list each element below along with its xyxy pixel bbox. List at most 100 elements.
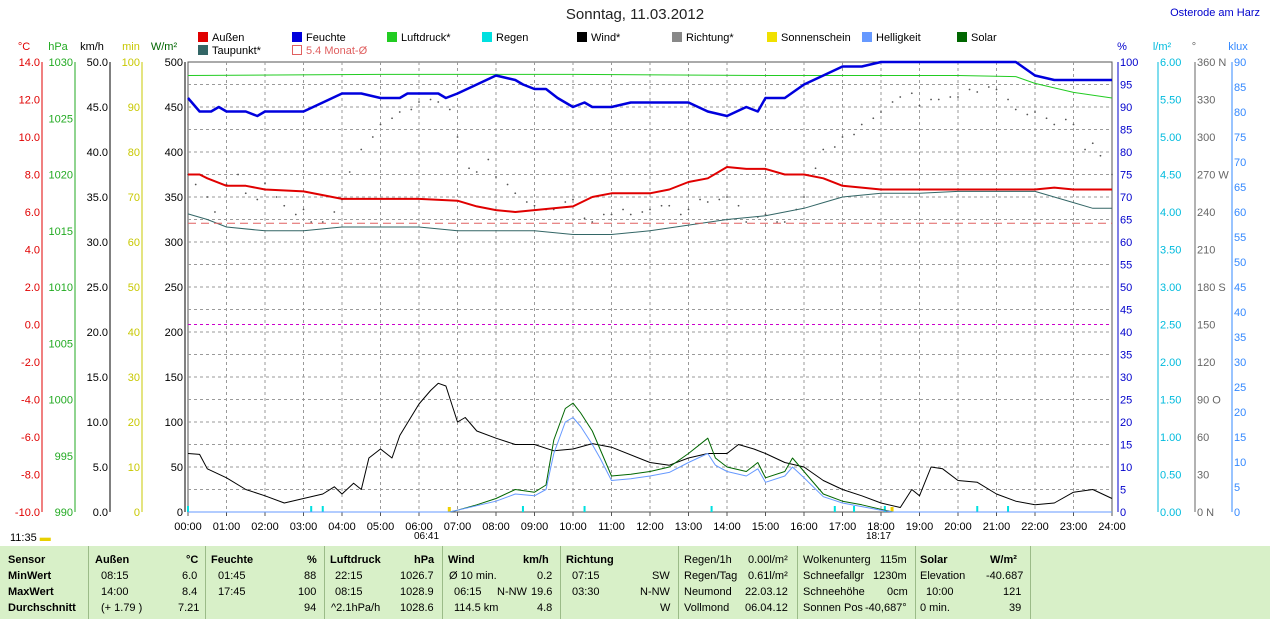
axis-tick-label: 20 — [128, 417, 140, 429]
axis-tick-label: 10 — [1234, 457, 1246, 469]
axis-tick-label: 1010 — [49, 282, 73, 294]
axis-tick-label: 2.50 — [1160, 320, 1181, 332]
footer-row-label: MinWert — [8, 570, 52, 582]
sun-icon: ▬ — [39, 532, 51, 544]
axis-tick-label: 450 — [165, 102, 183, 114]
direction-point — [726, 196, 728, 198]
axis-unit-label: ° — [1192, 41, 1196, 53]
axis-tick-label: 4.00 — [1160, 207, 1181, 219]
axis-tick-label: 10.0 — [19, 132, 40, 144]
axis-tick-label: 200 — [165, 327, 183, 339]
rain-mark — [583, 506, 586, 512]
legend-feuchte: Feuchte — [292, 32, 346, 44]
axis-tick-label: 240 — [1197, 207, 1215, 219]
axis-tick-label: 70 — [1234, 157, 1246, 169]
legend-swatch — [957, 32, 967, 42]
axis-tick-label: 0.0 — [93, 507, 108, 519]
footer-value: 0.00l/m² — [748, 554, 788, 566]
direction-point — [783, 221, 786, 223]
direction-point — [649, 208, 651, 211]
axis-tick-label: 70 — [1120, 192, 1132, 204]
x-tick-label: 23:00 — [1060, 521, 1088, 533]
axis-tick-label: 6.0 — [25, 207, 40, 219]
legend-label: Helligkeit — [876, 32, 921, 44]
footer-value: 115m — [880, 554, 907, 566]
direction-point — [310, 221, 313, 223]
footer-label: Regen/1h — [684, 554, 732, 566]
axis-tick-label: 90 — [1234, 57, 1246, 69]
direction-point — [448, 108, 451, 111]
axis-tick-label: 2.00 — [1160, 357, 1181, 369]
direction-point — [360, 148, 363, 151]
axis-unit-label: W/m² — [151, 41, 178, 53]
axis-tick-label: 55 — [1120, 260, 1132, 272]
direction-point — [814, 167, 817, 170]
direction-point — [379, 123, 382, 126]
axis-tick-label: 30 — [1234, 357, 1246, 369]
footer-time: 07:15 — [572, 570, 600, 582]
axis-tick-label: 360 N — [1197, 57, 1226, 69]
rain-mark — [321, 506, 324, 512]
direction-point — [1034, 111, 1036, 113]
direction-point — [321, 221, 324, 223]
axis-tick-label: 80 — [1234, 107, 1246, 119]
axis-tick-label: 90 — [1120, 102, 1132, 114]
footer-label: Schneefallgr — [803, 570, 865, 582]
direction-point — [660, 204, 663, 207]
direction-point — [699, 198, 701, 201]
axis-tick-label: 12.0 — [19, 95, 40, 107]
rain-mark — [853, 506, 856, 512]
footer-label: Wolkenunterg — [803, 554, 871, 566]
axis-tick-label: 0 — [177, 507, 183, 519]
axis-tick-label: 50 — [128, 282, 140, 294]
footer-value: -40,687° — [865, 602, 907, 614]
axis-tick-label: 30.0 — [87, 237, 108, 249]
direction-point — [976, 91, 979, 93]
axis-tick-label: 990 — [55, 507, 73, 519]
axis-tick-label: 60 — [1234, 207, 1246, 219]
legend-taupunkt: Taupunkt* — [198, 45, 261, 57]
direction-point — [1091, 142, 1094, 145]
sunrise-label: 06:41 — [414, 531, 440, 542]
direction-point — [371, 136, 374, 138]
direction-point — [1045, 117, 1048, 120]
legend-swatch — [292, 32, 302, 42]
x-tick-label: 24:00 — [1098, 521, 1126, 533]
direction-point — [968, 88, 971, 91]
rain-mark — [833, 506, 836, 512]
footer-head-solar: Solar — [920, 554, 948, 566]
footer-value: 7.21 — [178, 602, 200, 614]
axis-tick-label: 80 — [128, 147, 140, 159]
direction-point — [602, 213, 605, 216]
direction-point — [333, 211, 336, 213]
footer-divider — [560, 546, 561, 619]
axis-tick-label: 20 — [1234, 407, 1246, 419]
direction-point — [918, 104, 921, 107]
footer-head-aussen: Außen — [95, 554, 130, 566]
direction-point — [822, 148, 825, 151]
axis-tick-label: 65 — [1234, 182, 1246, 194]
x-tick-label: 01:00 — [213, 521, 241, 533]
footer-value: 8.4 — [182, 586, 198, 598]
footer-value: 19.6 — [531, 586, 553, 598]
rain-mark — [310, 506, 313, 512]
axis-tick-label: 1.50 — [1160, 395, 1181, 407]
axis-tick-label: 270 W — [1197, 170, 1229, 182]
footer-value: -40.687 — [986, 570, 1024, 582]
axis-tick-label: 25 — [1234, 382, 1246, 394]
footer-head-feuchte: Feuchte — [211, 554, 254, 566]
footer-divider — [324, 546, 325, 619]
direction-point — [1007, 98, 1009, 101]
axis-unit-label: klux — [1228, 41, 1248, 53]
axis-tick-label: 30 — [128, 372, 140, 384]
direction-point — [833, 146, 836, 148]
footer-divider — [442, 546, 443, 619]
legend-richtung: Richtung* — [672, 32, 734, 44]
axis-tick-label: 60 — [1120, 237, 1132, 249]
direction-point — [891, 101, 894, 103]
direction-point — [1111, 173, 1113, 176]
legend-swatch — [292, 45, 302, 55]
direction-point — [237, 173, 239, 176]
axis-tick-label: 500 — [165, 57, 183, 69]
direction-point — [275, 196, 278, 198]
